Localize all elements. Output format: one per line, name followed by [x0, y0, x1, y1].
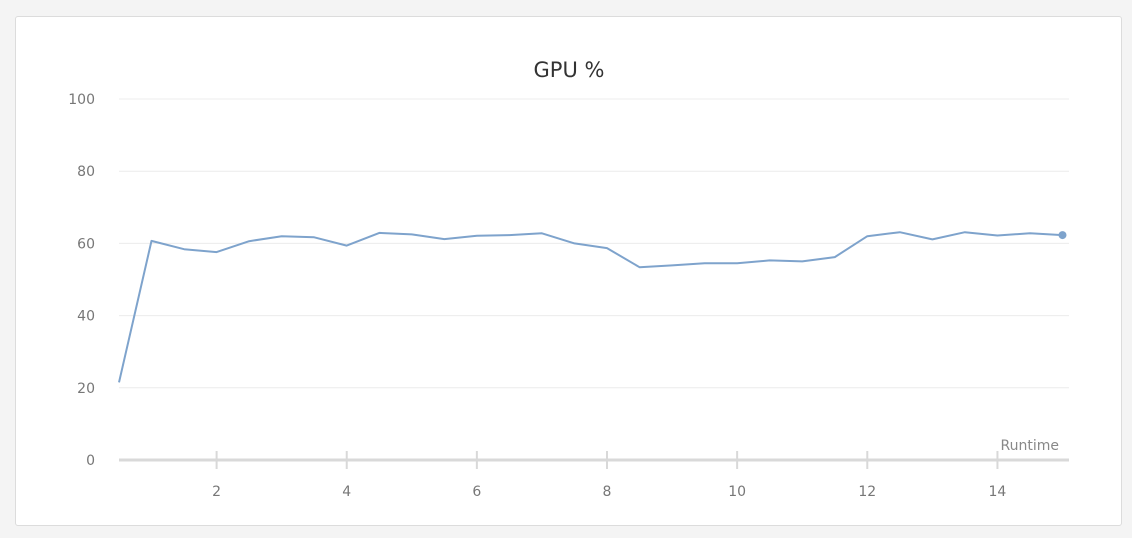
x-axis-labels: 2 4 6 8 10 12 14: [212, 484, 1006, 500]
y-axis-labels: 0 20 40 60 80 100: [68, 92, 95, 469]
series-group: [118, 231, 1067, 383]
chart-panel: GPU % 0 20 40 60 80 100 2 4 6 8 10 12 14 Runtime: [15, 16, 1122, 526]
last-point-marker[interactable]: [1058, 231, 1067, 240]
x-tick-label: 4: [342, 484, 351, 500]
x-tick-label: 6: [472, 484, 481, 500]
x-tick-label: 12: [858, 484, 876, 500]
y-tick-label: 0: [86, 453, 95, 469]
grid-lines: [119, 98, 1069, 389]
x-axis: [119, 451, 1069, 469]
x-tick-label: 14: [989, 484, 1007, 500]
x-tick-label: 8: [603, 484, 612, 500]
series-line: [118, 231, 1063, 383]
y-tick-label: 80: [77, 164, 95, 180]
y-tick-label: 60: [77, 236, 95, 252]
x-axis-title: Runtime: [1001, 438, 1059, 454]
y-tick-label: 20: [77, 381, 95, 397]
y-tick-label: 100: [68, 92, 95, 108]
x-tick-label: 2: [212, 484, 221, 500]
y-tick-label: 40: [77, 309, 95, 325]
chart-title: GPU %: [534, 58, 605, 82]
gpu-chart: GPU % 0 20 40 60 80 100 2 4 6 8 10 12 14 Runtime: [68, 58, 1069, 500]
x-tick-label: 10: [728, 484, 746, 500]
